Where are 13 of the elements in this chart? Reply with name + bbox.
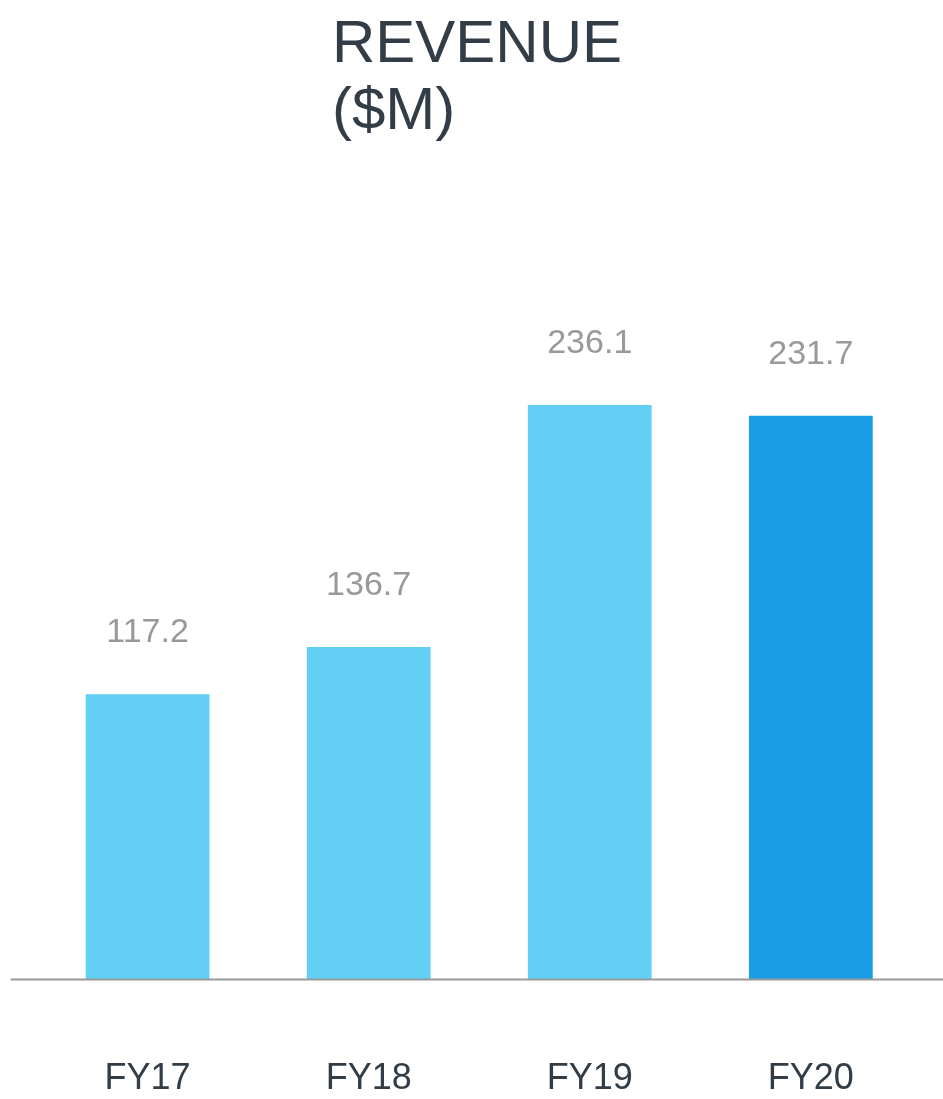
bar [306,646,431,980]
data-label: 136.7 [326,563,412,602]
x-tick-label: FY18 [325,1055,412,1097]
x-tick-label: FY17 [104,1055,191,1097]
bar [748,415,873,980]
data-label: 236.1 [547,322,633,361]
bar [85,694,210,980]
x-tick-label: FY20 [767,1055,854,1097]
data-label: 231.7 [768,332,854,371]
data-label: 117.2 [106,611,189,650]
x-tick-label: FY19 [546,1055,633,1097]
chart-title: REVENUE ($M) [331,7,623,142]
bar [527,405,652,980]
